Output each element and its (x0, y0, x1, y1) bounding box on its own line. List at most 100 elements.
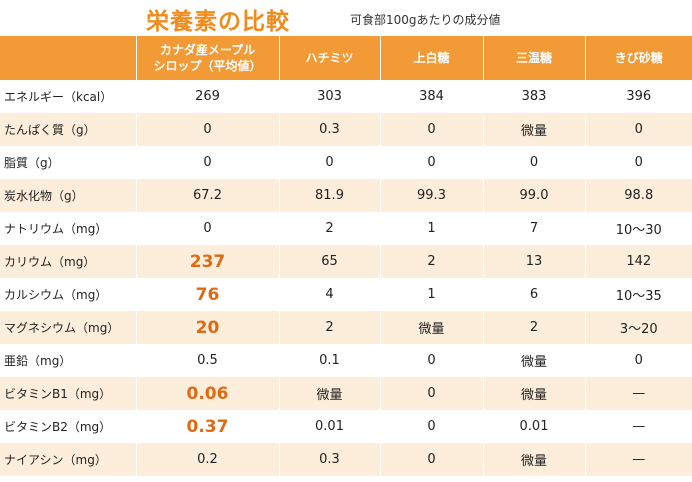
cell-value: 65 (321, 254, 338, 269)
nutrition-comparison-table: カナダ産メープル シロップ（平均値） ハチミツ 上白糖 三温糖 きび砂糖 エネル… (0, 36, 692, 476)
table-cell: 0 (379, 410, 483, 443)
column-header-honey: ハチミツ (278, 36, 380, 80)
cell-value: 0.5 (197, 353, 218, 368)
table-cell: — (584, 410, 692, 443)
cell-value: 142 (626, 254, 652, 269)
table-cell: 2 (482, 311, 585, 344)
cell-value: 0 (427, 155, 436, 170)
highlighted-value: 237 (189, 251, 226, 272)
cell-value: 98.8 (624, 188, 654, 203)
row-label: 亜鉛（mg） (0, 344, 136, 377)
cell-value: 99.0 (519, 188, 549, 203)
table-row: 炭水化物（g） 67.2 81.9 99.3 99.0 98.8 (0, 179, 692, 212)
cell-value: 0 (634, 122, 643, 137)
table-cell: 99.3 (379, 179, 483, 212)
table-cell: 0 (135, 212, 279, 245)
cell-value: 0 (427, 452, 436, 467)
column-header-sanon-sugar: 三温糖 (482, 36, 585, 80)
cell-value: 0 (427, 386, 436, 401)
cell-value: 微量 (520, 454, 547, 469)
column-header-cane-sugar: きび砂糖 (584, 36, 692, 80)
cell-value: 384 (419, 89, 444, 104)
cell-value: 0.01 (315, 419, 344, 434)
table-cell: 10～30 (584, 212, 692, 245)
cell-value: 0.2 (197, 452, 218, 467)
cell-value: 67.2 (193, 188, 222, 203)
column-header-maple-syrup: カナダ産メープル シロップ（平均値） (135, 36, 279, 80)
table-row: カリウム（mg） 237 65 2 13 142 (0, 245, 692, 278)
cell-value: 2 (325, 320, 334, 335)
cell-value: 0 (427, 122, 436, 137)
table-cell: 303 (278, 80, 380, 113)
table-cell: 0 (135, 113, 279, 146)
table-cell: 65 (278, 245, 380, 278)
row-label: エネルギー（kcal） (0, 80, 136, 113)
cell-value: 1 (427, 287, 436, 302)
row-label: ビタミンB1（mg） (0, 377, 136, 410)
cell-value: 13 (525, 254, 543, 269)
cell-value: 微量 (520, 388, 547, 403)
table-cell: 269 (135, 80, 279, 113)
table-cell: 0 (584, 113, 692, 146)
cell-value: 微量 (316, 388, 343, 403)
table-cell: 0.01 (482, 410, 585, 443)
cell-value: 4 (325, 287, 334, 302)
cell-value: 0.3 (319, 122, 340, 137)
cell-value: 81.9 (315, 188, 344, 203)
cell-value: 383 (521, 89, 547, 104)
table-cell: 396 (584, 80, 692, 113)
cell-value: 6 (529, 287, 539, 302)
table-cell: 0 (584, 146, 692, 179)
table-cell: 0.3 (278, 113, 380, 146)
column-header-maple-syrup-line1: カナダ産メープル (159, 43, 256, 57)
cell-value: 0 (427, 353, 436, 368)
table-header-row: カナダ産メープル シロップ（平均値） ハチミツ 上白糖 三温糖 きび砂糖 (0, 36, 692, 80)
table-cell: 67.2 (135, 179, 279, 212)
cell-value: — (632, 419, 646, 434)
table-cell: 0 (379, 113, 483, 146)
table-cell: 微量 (278, 377, 380, 410)
table-cell: 0 (379, 443, 483, 476)
table-cell: 2 (379, 245, 483, 278)
table-cell: 微量 (482, 377, 585, 410)
table-row: マグネシウム（mg） 20 2 微量 2 3～20 (0, 311, 692, 344)
table-cell: 76 (135, 278, 279, 311)
cell-value: 0 (203, 155, 212, 170)
page-subtitle: 可食部100gあたりの成分値 (350, 13, 501, 27)
cell-value: 0.01 (519, 419, 549, 434)
header: 栄養素の比較 可食部100gあたりの成分値 (0, 0, 692, 36)
cell-value: 303 (317, 89, 342, 104)
page-title: 栄養素の比較 (146, 9, 290, 35)
table-cell: 0 (379, 344, 483, 377)
table-cell: 3～20 (584, 311, 692, 344)
table-cell: 0.01 (278, 410, 380, 443)
cell-value: 10～35 (615, 289, 662, 304)
table-cell: 0.3 (278, 443, 380, 476)
table-cell: 0 (482, 146, 585, 179)
table-cell: 0.2 (135, 443, 279, 476)
table-cell: 10～35 (584, 278, 692, 311)
row-label: カルシウム（mg） (0, 278, 136, 311)
table-cell: 98.8 (584, 179, 692, 212)
row-label: ビタミンB2（mg） (0, 410, 136, 443)
table-cell: 99.0 (482, 179, 585, 212)
table-cell: 383 (482, 80, 585, 113)
table-cell: 0 (135, 146, 279, 179)
table-row: ビタミンB1（mg） 0.06 微量 0 微量 — (0, 377, 692, 410)
table-cell: 0.1 (278, 344, 380, 377)
table-cell: 0 (278, 146, 380, 179)
cell-value: 2 (427, 254, 436, 269)
column-header-maple-syrup-line2: シロップ（平均値） (153, 59, 262, 73)
cell-value: 99.3 (417, 188, 446, 203)
highlighted-value: 0.06 (186, 383, 229, 404)
table-cell: 142 (584, 245, 692, 278)
table-cell: — (584, 377, 692, 410)
table-row: たんぱく質（g） 0 0.3 0 微量 0 (0, 113, 692, 146)
table-cell: 13 (482, 245, 585, 278)
table-cell: 20 (135, 311, 279, 344)
row-label: ナイアシン（mg） (0, 443, 136, 476)
cell-value: 3～20 (619, 322, 658, 337)
table-row: ナトリウム（mg） 0 2 1 7 10～30 (0, 212, 692, 245)
table-cell: 0.37 (135, 410, 279, 443)
